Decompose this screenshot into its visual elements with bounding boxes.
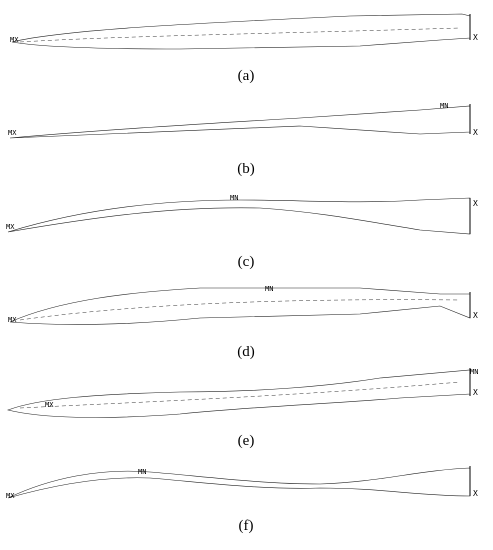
axis-label: X	[473, 128, 478, 137]
panel-d: MX MN X (d)	[8, 285, 478, 360]
annotation: MX	[45, 401, 54, 409]
axis-label: X	[473, 199, 478, 208]
panel-label: (f)	[239, 518, 254, 534]
panel-a: MX X (a)	[10, 13, 478, 84]
blade	[9, 287, 471, 325]
annotation: MN	[138, 468, 146, 476]
annotation: MN	[440, 102, 448, 110]
panel-label: (e)	[238, 433, 255, 449]
blade	[6, 369, 471, 418]
panel-e: MX MN X (e)	[6, 368, 478, 449]
blade	[11, 13, 471, 50]
panel-label: (c)	[238, 254, 255, 270]
annotation: MN	[470, 368, 478, 376]
panel-label: (a)	[238, 68, 255, 84]
blade-centerline	[19, 381, 461, 409]
blade	[9, 105, 471, 139]
blade-centerline	[19, 27, 461, 43]
panel-b: MX MN X (b)	[8, 102, 478, 177]
annotation: MX	[6, 492, 15, 500]
panel-label: (b)	[237, 161, 255, 177]
annotation: MX	[8, 129, 17, 137]
panel-f: MX MN X (f)	[6, 466, 478, 534]
annotation: MN	[230, 194, 238, 202]
axis-label: X	[473, 388, 478, 397]
blade	[7, 197, 471, 235]
blade-centerline	[19, 299, 461, 321]
axis-label: X	[473, 489, 478, 498]
annotation: MX	[8, 316, 17, 324]
annotation: MX	[6, 223, 15, 231]
blade	[7, 467, 471, 499]
annotation: MN	[265, 285, 273, 293]
axis-label: X	[473, 33, 478, 42]
panel-label: (d)	[237, 344, 255, 360]
axis-label: X	[473, 311, 478, 320]
panel-c: MX MN X (c)	[6, 194, 478, 270]
annotation: MX	[10, 36, 19, 44]
